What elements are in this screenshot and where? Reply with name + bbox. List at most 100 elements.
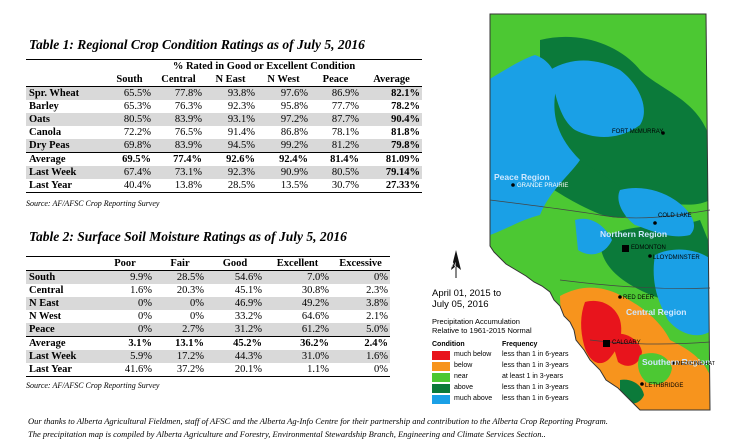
table-cell: 65.3% [123,101,151,112]
row-label: N East [26,297,96,310]
table-cell: 92.4% [257,152,310,166]
table-row: Last Year 40.4% 13.8% 28.5% 13.5% 30.7% 27.33% [26,179,423,193]
row-label: Average [26,336,96,350]
table-cell: 3.8% [331,297,390,310]
table-cell: 67.4% [106,166,153,179]
legend-item: near at least 1 in 3-years [432,372,592,383]
table-cell: 44.3% [206,350,264,363]
table-cell: 90.4% [361,113,423,126]
table-cell: 13.8% [174,180,202,191]
table-row: Last Week 67.4% 73.1% 92.3% 90.9% 80.5% 79.14% [26,166,423,179]
table-row: Canola 72.2% 76.5% 91.4% 86.8% 78.1% 81.8% [26,126,422,139]
row-label: Last Week [26,350,96,363]
table-cell: 64.6% [301,311,329,322]
region-central: Central Region [626,307,687,317]
table-cell: 36.2% [264,336,331,350]
table1-col-header: Peace [322,74,349,85]
table-cell: 0% [331,270,390,284]
table-cell: 49.2% [264,297,331,310]
table-cell: 72.2% [123,127,151,138]
table-cell: 0% [190,311,204,322]
row-label: Dry Peas [26,139,106,153]
table-row: South 9.9% 28.5% 54.6% 7.0% 0% [26,270,390,284]
legend-item: above less than 1 in 3-years [432,383,592,394]
table-cell: 37.2% [176,364,204,375]
table2-title: Table 2: Surface Soil Moisture Ratings a… [29,229,347,244]
table2-col-header: Fair [170,258,190,269]
table-row: Average 69.5% 77.4% 92.6% 92.4% 81.4% 81.09% [26,152,423,166]
legend-col-condition: Condition [432,341,465,348]
table-cell: 0% [138,311,152,322]
legend-frequency: less than 1 in 3-years [502,362,569,369]
city-lethbridge: LETHBRIDGE [645,383,684,389]
legend-swatch [432,351,450,360]
table2-source: Source: AF/AFSC Crop Reporting Survey [26,381,160,390]
legend-item: much below less than 1 in 6-years [432,350,592,361]
legend-frequency: less than 1 in 6-years [502,351,569,358]
table-cell: 0% [374,364,388,375]
table-cell: 80.5% [106,113,153,126]
map-legend: April 01, 2015 to July 05, 2016 Precipit… [432,288,592,405]
table1-title: Table 1: Regional Crop Condition Ratings… [29,37,365,52]
table-cell: 78.1% [331,127,359,138]
table-cell: 83.9% [153,113,204,126]
legend-condition: above [454,384,474,391]
table1-col-header: Central [161,74,196,85]
table-cell: 81.4% [310,152,361,166]
table1-col-header: Average [373,74,410,85]
table-cell: 86.9% [310,86,361,100]
legend-col-frequency: Frequency [502,341,538,348]
legend-frequency: less than 1 in 3-years [502,384,569,391]
table-row: Barley 65.3% 76.3% 92.3% 95.8% 77.7% 78.2% [26,100,422,113]
table-cell: 0% [96,323,154,337]
table-cell: 77.4% [153,152,204,166]
table-cell: 91.4% [227,127,255,138]
table-cell: 61.2% [264,323,331,337]
legend-date-line2: July 05, 2016 [432,299,489,310]
north-arrow-label: N [452,263,457,269]
table-cell: 80.5% [310,166,361,179]
table-cell: 81.8% [391,127,421,138]
table-cell: 3.1% [96,336,154,350]
table-cell: 2.7% [154,323,206,337]
footer-thanks: Our thanks to Alberta Agricultural Field… [28,416,608,426]
table-row: Dry Peas 69.8% 83.9% 94.5% 99.2% 81.2% 79.8% [26,139,423,153]
table-cell: 13.5% [280,180,308,191]
table-cell: 28.5% [154,270,206,284]
row-label: Oats [26,113,106,126]
table1-group-header: % Rated in Good or Excellent Condition [172,61,356,72]
table1-col-header [26,73,106,87]
row-label: Central [29,285,64,296]
table-row: N West 0% 0% 33.2% 64.6% 2.1% [26,310,390,323]
table-cell: 33.2% [234,311,262,322]
table-row: N East 0% 0% 46.9% 49.2% 3.8% [26,297,390,310]
city-edmonton: EDMONTON [631,245,666,251]
table-cell: 2.4% [331,336,390,350]
table-cell: 69.8% [106,139,153,153]
row-label: Barley [29,101,59,112]
city-grande-prairie: GRANDE PRAIRIE [517,183,569,189]
footer-map-credit: The precipitation map is compiled by Alb… [28,429,546,439]
region-southern: Southern Region [642,357,711,367]
table-cell: 2.3% [366,285,388,296]
table-cell: 17.2% [154,350,206,363]
row-label: Peace [26,323,96,337]
region-northern: Northern Region [600,229,668,239]
table-cell: 20.3% [176,285,204,296]
table-cell: 31.0% [264,350,331,363]
legend-swatch [432,362,450,371]
city-red-deer: RED DEER [623,295,655,301]
table-cell: 28.5% [227,180,255,191]
table-cell: 81.2% [310,139,361,153]
table-cell: 40.4% [123,180,151,191]
table2-col-header: Excellent [276,258,319,269]
city-fort-mcmurray: FORT McMURRAY [612,129,664,135]
legend-frequency: less than 1 in 6-years [502,395,569,402]
table-cell: 54.6% [206,270,264,284]
table-row: Central 1.6% 20.3% 45.1% 30.8% 2.3% [26,284,390,297]
table-cell: 1.6% [130,285,152,296]
table-cell: 79.8% [361,139,423,153]
table-row: Spr. Wheat 65.5% 77.8% 93.8% 97.6% 86.9% 82.1% [26,86,423,100]
table-cell: 30.8% [301,285,329,296]
table-cell: 1.6% [331,350,390,363]
